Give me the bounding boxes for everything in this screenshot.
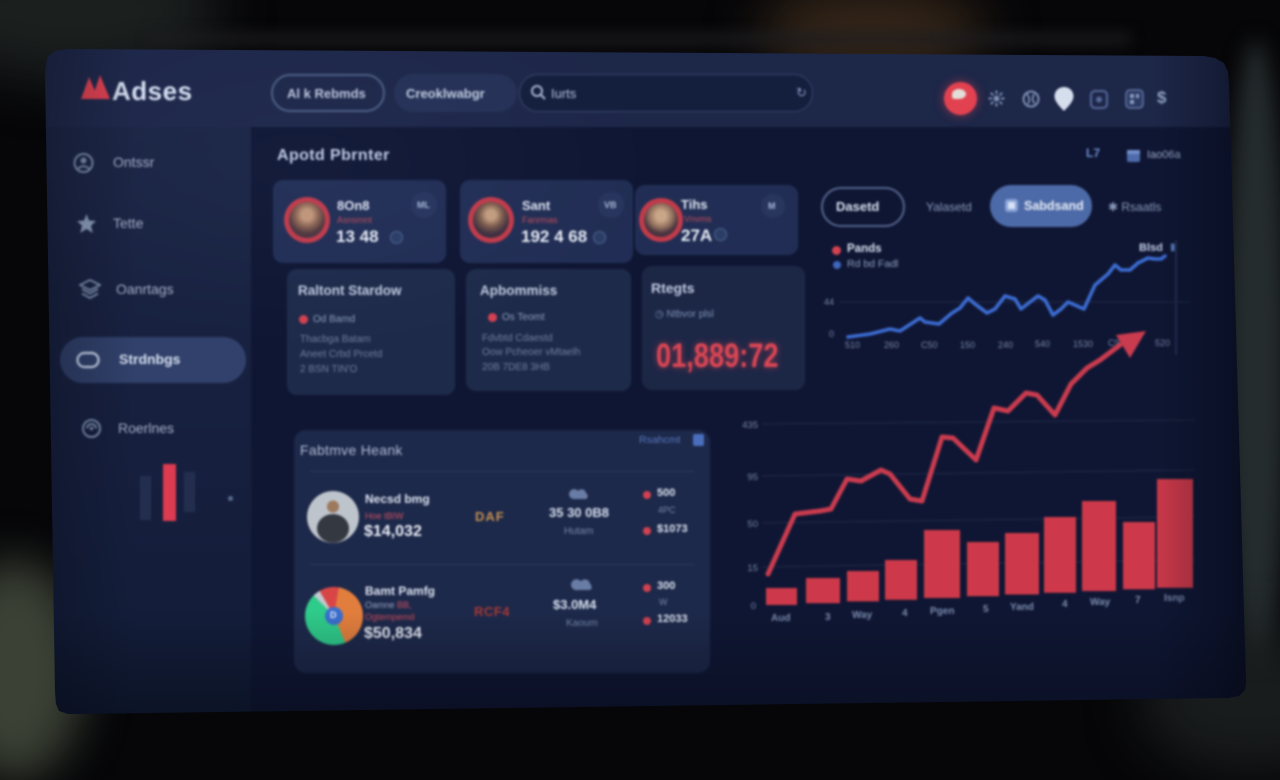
svg-text:540: 540 xyxy=(1035,339,1050,349)
svg-text:1530: 1530 xyxy=(1073,339,1093,349)
svg-text:Yand: Yand xyxy=(1010,602,1034,613)
svg-text:44: 44 xyxy=(824,297,834,307)
svg-text:240: 240 xyxy=(998,340,1013,350)
svg-text:150: 150 xyxy=(960,340,975,350)
svg-text:Aud: Aud xyxy=(771,613,790,624)
svg-text:5: 5 xyxy=(983,604,989,615)
svg-text:4: 4 xyxy=(902,608,908,619)
svg-text:15: 15 xyxy=(747,563,758,574)
svg-text:0: 0 xyxy=(751,601,756,612)
svg-text:260: 260 xyxy=(884,340,899,350)
svg-text:Way: Way xyxy=(1090,597,1111,608)
svg-text:50: 50 xyxy=(747,519,758,530)
svg-text:95: 95 xyxy=(747,472,758,483)
svg-text:7: 7 xyxy=(1135,595,1141,606)
svg-text:Way: Way xyxy=(852,610,873,621)
svg-text:520: 520 xyxy=(1155,338,1170,348)
svg-text:4: 4 xyxy=(1062,599,1068,610)
svg-text:435: 435 xyxy=(742,420,758,431)
svg-text:Isnp: Isnp xyxy=(1164,593,1185,604)
svg-text:Pgen: Pgen xyxy=(930,606,954,617)
svg-text:3: 3 xyxy=(825,612,831,623)
svg-text:510: 510 xyxy=(845,340,860,350)
svg-text:0: 0 xyxy=(829,329,834,339)
svg-text:C50: C50 xyxy=(921,340,938,350)
